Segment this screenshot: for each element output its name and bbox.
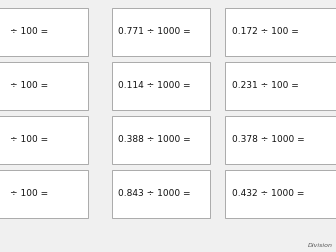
Text: Division: Division <box>308 243 333 248</box>
FancyBboxPatch shape <box>112 62 210 110</box>
Text: 0.114 ÷ 1000 =: 0.114 ÷ 1000 = <box>118 81 191 90</box>
FancyBboxPatch shape <box>225 116 336 164</box>
Text: 0.172 ÷ 100 =: 0.172 ÷ 100 = <box>232 27 299 37</box>
FancyBboxPatch shape <box>112 170 210 218</box>
Text: 0.843 ÷ 1000 =: 0.843 ÷ 1000 = <box>118 190 191 199</box>
FancyBboxPatch shape <box>112 8 210 56</box>
FancyBboxPatch shape <box>112 116 210 164</box>
FancyBboxPatch shape <box>225 170 336 218</box>
Text: ÷ 100 =: ÷ 100 = <box>10 27 48 37</box>
Text: 0.771 ÷ 1000 =: 0.771 ÷ 1000 = <box>118 27 191 37</box>
Text: ÷ 100 =: ÷ 100 = <box>10 190 48 199</box>
Text: ÷ 100 =: ÷ 100 = <box>10 136 48 144</box>
FancyBboxPatch shape <box>225 8 336 56</box>
FancyBboxPatch shape <box>225 62 336 110</box>
FancyBboxPatch shape <box>0 170 88 218</box>
FancyBboxPatch shape <box>0 116 88 164</box>
Text: 0.432 ÷ 1000 =: 0.432 ÷ 1000 = <box>232 190 304 199</box>
FancyBboxPatch shape <box>0 62 88 110</box>
FancyBboxPatch shape <box>0 8 88 56</box>
Text: 0.388 ÷ 1000 =: 0.388 ÷ 1000 = <box>118 136 191 144</box>
Text: ÷ 100 =: ÷ 100 = <box>10 81 48 90</box>
Text: 0.231 ÷ 100 =: 0.231 ÷ 100 = <box>232 81 299 90</box>
Text: 0.378 ÷ 1000 =: 0.378 ÷ 1000 = <box>232 136 305 144</box>
